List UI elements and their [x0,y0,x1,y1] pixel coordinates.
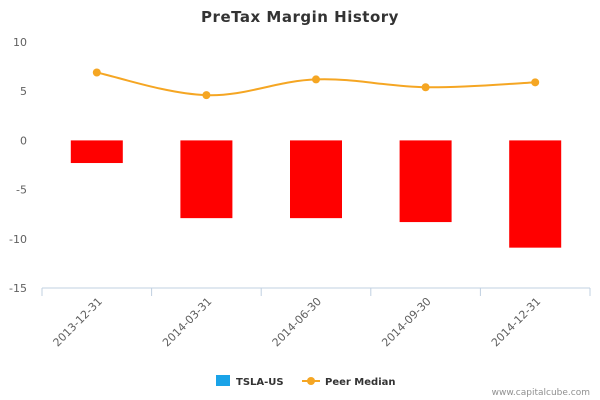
y-axis: 10 5 0 -5 -10 -15 [9,36,27,295]
legend[interactable]: TSLA-US Peer Median [216,375,396,388]
chart-title: PreTax Margin History [201,8,399,26]
y-tick-label: -10 [9,233,27,246]
bar-2013-12-31[interactable] [70,140,123,164]
legend-swatch-tsla [216,375,230,386]
peer-median-point-2014-03-31[interactable] [202,91,211,100]
bar-2014-03-31[interactable] [180,140,233,219]
peer-median-point-2014-09-30[interactable] [421,83,430,92]
legend-label-tsla[interactable]: TSLA-US [236,377,284,388]
bar-2014-09-30[interactable] [399,140,452,223]
x-tick-label: 2014-03-31 [160,295,214,349]
line-series [92,68,540,100]
legend-label-peer-median[interactable]: Peer Median [325,377,396,388]
credit-text: www.capitalcube.com [492,388,590,398]
legend-swatch-peer-dot [307,377,315,385]
x-tick-label: 2014-06-30 [270,295,324,349]
x-tick-label: 2013-12-31 [51,295,105,349]
x-tick-label: 2014-12-31 [489,295,543,349]
bar-2014-12-31[interactable] [509,140,562,248]
y-tick-label: -5 [16,184,27,197]
peer-median-point-2014-12-31[interactable] [531,78,540,87]
y-tick-label: -15 [9,282,27,295]
peer-median-point-2014-06-30[interactable] [312,75,320,84]
bar-2014-06-30[interactable] [290,140,342,219]
y-tick-label: 0 [20,134,27,147]
x-tick-label: 2014-09-30 [379,295,433,349]
y-tick-label: 5 [20,85,27,98]
bar-series [70,140,562,248]
x-axis: 2013-12-31 2014-03-31 2014-06-30 2014-09-30… [41,287,591,349]
y-tick-label: 10 [13,36,27,49]
peer-median-point-2013-12-31[interactable] [92,68,101,77]
